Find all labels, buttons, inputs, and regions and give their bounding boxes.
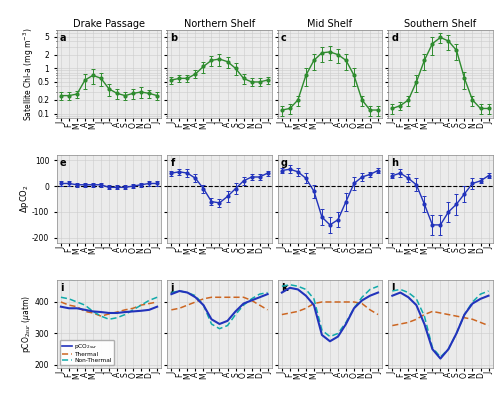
Title: Northern Shelf: Northern Shelf bbox=[184, 19, 255, 29]
Legend: pCO$_{2sur}$, Thermal, Non-Thermal: pCO$_{2sur}$, Thermal, Non-Thermal bbox=[60, 340, 114, 365]
Text: e: e bbox=[60, 158, 67, 168]
Text: f: f bbox=[170, 158, 175, 168]
Y-axis label: Satellite Chl-a (mg m$^{-3}$): Satellite Chl-a (mg m$^{-3}$) bbox=[21, 27, 36, 121]
Text: j: j bbox=[170, 283, 174, 293]
Text: l: l bbox=[392, 283, 395, 293]
Text: h: h bbox=[392, 158, 398, 168]
Y-axis label: pCO$_{2sur}$ ($\mu$atm): pCO$_{2sur}$ ($\mu$atm) bbox=[20, 295, 33, 353]
Y-axis label: $\Delta$pCO$_2$: $\Delta$pCO$_2$ bbox=[18, 185, 31, 213]
Text: i: i bbox=[60, 283, 63, 293]
Title: Drake Passage: Drake Passage bbox=[73, 19, 145, 29]
Text: k: k bbox=[281, 283, 288, 293]
Title: Southern Shelf: Southern Shelf bbox=[404, 19, 477, 29]
Text: g: g bbox=[281, 158, 288, 168]
Text: d: d bbox=[392, 33, 398, 43]
Title: Mid Shelf: Mid Shelf bbox=[307, 19, 352, 29]
Text: a: a bbox=[60, 33, 66, 43]
Text: b: b bbox=[170, 33, 178, 43]
Text: c: c bbox=[281, 33, 287, 43]
